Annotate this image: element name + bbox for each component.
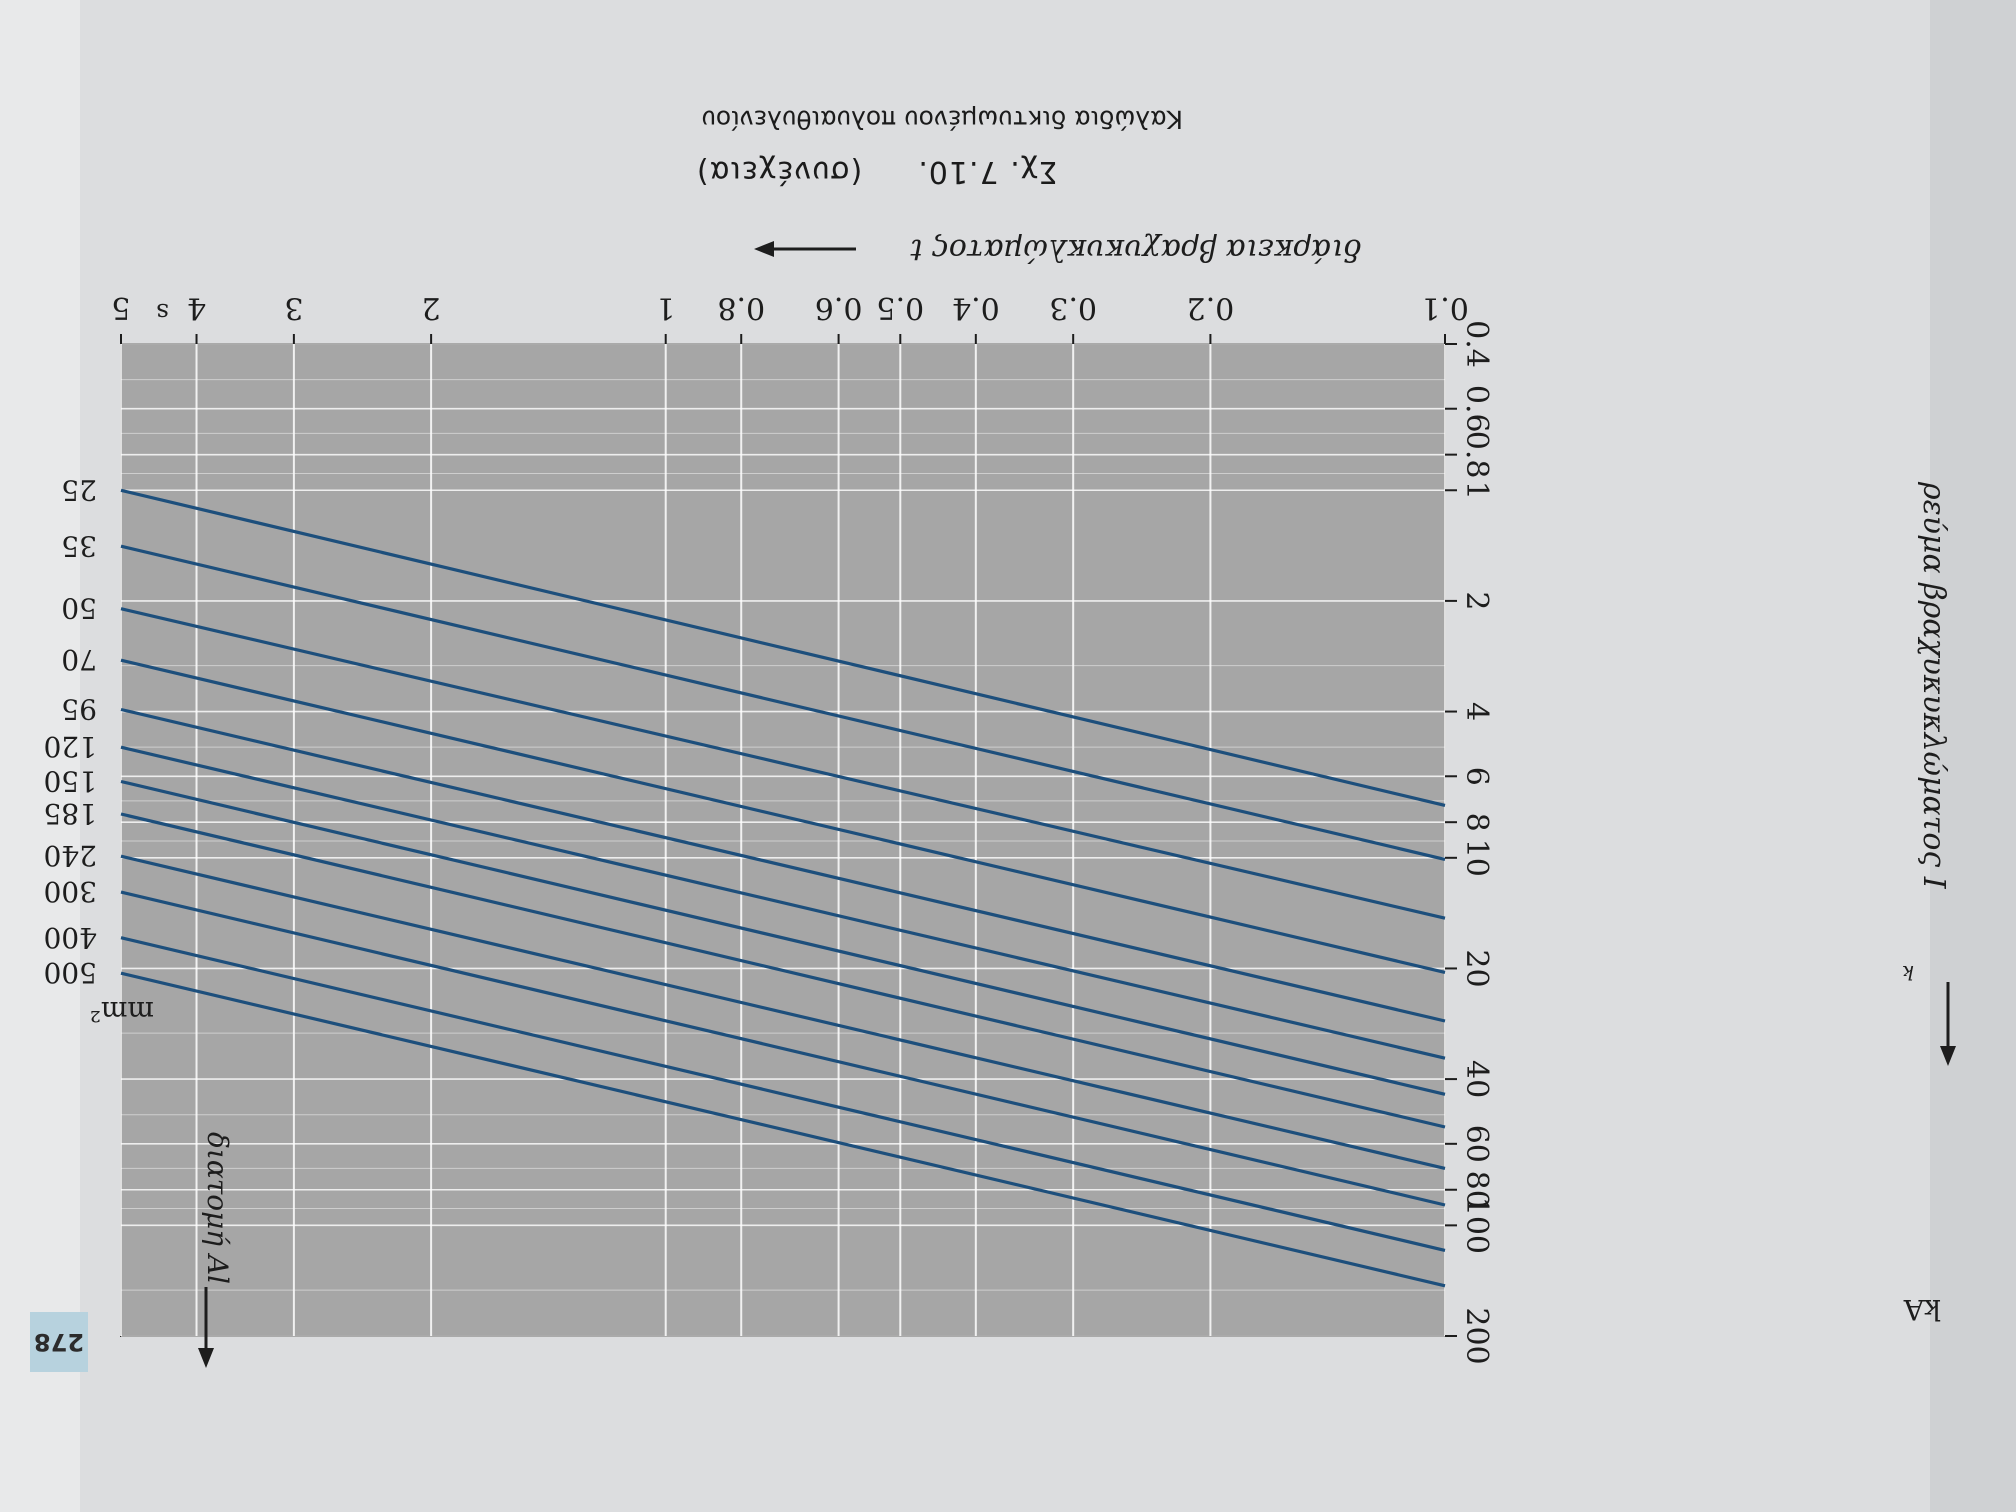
series-label-400: 400 [44, 921, 97, 954]
figure-label: Σχ. 7.10. [917, 154, 1058, 189]
series-label-120: 120 [44, 730, 97, 763]
series-line-300 [120, 890, 1446, 1207]
series-label-70: 70 [61, 643, 97, 676]
plot-area [120, 343, 1446, 1337]
series-line-185 [120, 812, 1446, 1129]
series-label-500: 500 [44, 956, 97, 989]
y-tick-label-group: 100 [1459, 1197, 1494, 1254]
x-tick-label: 4 [187, 290, 206, 325]
series-label-185: 185 [44, 797, 97, 830]
y-tick-label-group: 0.6 [1459, 385, 1494, 433]
y-axis-label-subscript: k [1902, 961, 1914, 985]
series-line-95 [120, 707, 1446, 1023]
y-tick-label-group: 1 [1459, 481, 1494, 500]
series-line-25 [120, 488, 1446, 807]
y-tick-label: 60 [1459, 1125, 1494, 1163]
series-caption: διατομή Al [201, 1132, 234, 1284]
y-tick-label: 0.4 [1459, 320, 1494, 368]
series-label-50: 50 [61, 592, 97, 625]
y-tick-label: 200 [1459, 1307, 1494, 1364]
series-caption-arrowhead [198, 1348, 214, 1368]
y-tick-label-group: 0.4 [1459, 320, 1494, 368]
y-tick-label: 20 [1459, 949, 1494, 987]
series-label-240: 240 [44, 839, 97, 872]
x-tick-label: 0.6 [815, 290, 863, 325]
series-caption-group: διατομή Al [201, 1132, 234, 1284]
y-tick-label-group: 20 [1459, 949, 1494, 987]
y-axis-arrowhead [1940, 1046, 1956, 1066]
series-label-150: 150 [44, 765, 97, 798]
y-tick-label-group: 2 [1459, 591, 1494, 610]
y-tick-label: 40 [1459, 1060, 1494, 1098]
x-tick-label: 0.4 [952, 290, 1000, 325]
y-tick-label: 80 [1459, 1171, 1494, 1209]
y-tick-label-group: 10 [1459, 839, 1494, 877]
series-line-500 [120, 971, 1446, 1288]
y-tick-label: 10 [1459, 839, 1494, 877]
figure-caption: Σχ. 7.10. (συνέχεια) [358, 154, 1058, 189]
series-label-35: 35 [61, 529, 97, 562]
y-tick-label-group: 40 [1459, 1060, 1494, 1098]
series-line-400 [120, 936, 1446, 1252]
x-axis-ticks: 0.1 0.2 0.3 0.4 0.5 0.6 0.8 1 2 3 4 5 [111, 290, 1469, 344]
x-tick-label: 0.2 [1187, 290, 1235, 325]
x-tick-label: 3 [284, 290, 303, 325]
y-tick-label-group: 0.8 [1459, 431, 1494, 479]
y-tick-label-group: 4 [1459, 702, 1494, 721]
x-axis-label: διάρκεια βραχυκυκλώματος t [909, 232, 1361, 267]
series-line-35 [120, 544, 1446, 861]
series-line-240 [120, 854, 1446, 1170]
y-axis-label: ρεύμα βραχυκυκλώματος I [1916, 481, 1951, 890]
series-label-25: 25 [61, 473, 97, 506]
y-tick-label-group: 80 [1459, 1171, 1494, 1209]
series-line-70 [120, 658, 1446, 974]
y-tick-label-group: 6 [1459, 767, 1494, 786]
x-tick-label: 1 [656, 290, 675, 325]
series-line-150 [120, 779, 1446, 1096]
y-tick-label: 6 [1459, 767, 1494, 786]
figure-subtitle: Καλώδια δικτυωμένου πολυαιθυλενίου [701, 105, 1183, 134]
series-line-50 [120, 607, 1446, 920]
x-tick-label: 0.1 [1421, 290, 1469, 325]
x-axis-arrowhead [754, 241, 774, 257]
y-tick-label-group: 200 [1459, 1307, 1494, 1364]
y-tick-label: 4 [1459, 702, 1494, 721]
figure-note: (συνέχεια) [695, 154, 863, 189]
x-tick-label: 2 [422, 290, 441, 325]
y-tick-label: 0.8 [1459, 431, 1494, 479]
x-tick-label: 0.5 [876, 290, 924, 325]
series-lines [120, 488, 1446, 1288]
y-axis-unit: kA [1903, 1293, 1941, 1326]
x-tick-label: 0.8 [717, 290, 765, 325]
y-tick-label: 100 [1459, 1197, 1494, 1254]
y-tick-label-group: 8 [1459, 813, 1494, 832]
y-axis-label-group: ρεύμα βραχυκυκλώματος I [1916, 481, 1951, 890]
x-tick-label: 5 [111, 290, 130, 325]
series-unit: mm² [90, 995, 154, 1028]
x-axis-unit: s [156, 298, 169, 327]
y-tick-label: 8 [1459, 813, 1494, 832]
grid [120, 343, 1446, 1337]
x-tick-label: 0.3 [1049, 290, 1097, 325]
y-tick-label: 0.6 [1459, 385, 1494, 433]
y-tick-label: 2 [1459, 591, 1494, 610]
y-tick-label: 1 [1459, 481, 1494, 500]
series-label-300: 300 [44, 875, 97, 908]
y-tick-label-group: 60 [1459, 1125, 1494, 1163]
series-label-95: 95 [61, 693, 97, 726]
series-line-120 [120, 745, 1446, 1060]
page-number: 278 [30, 1312, 88, 1372]
